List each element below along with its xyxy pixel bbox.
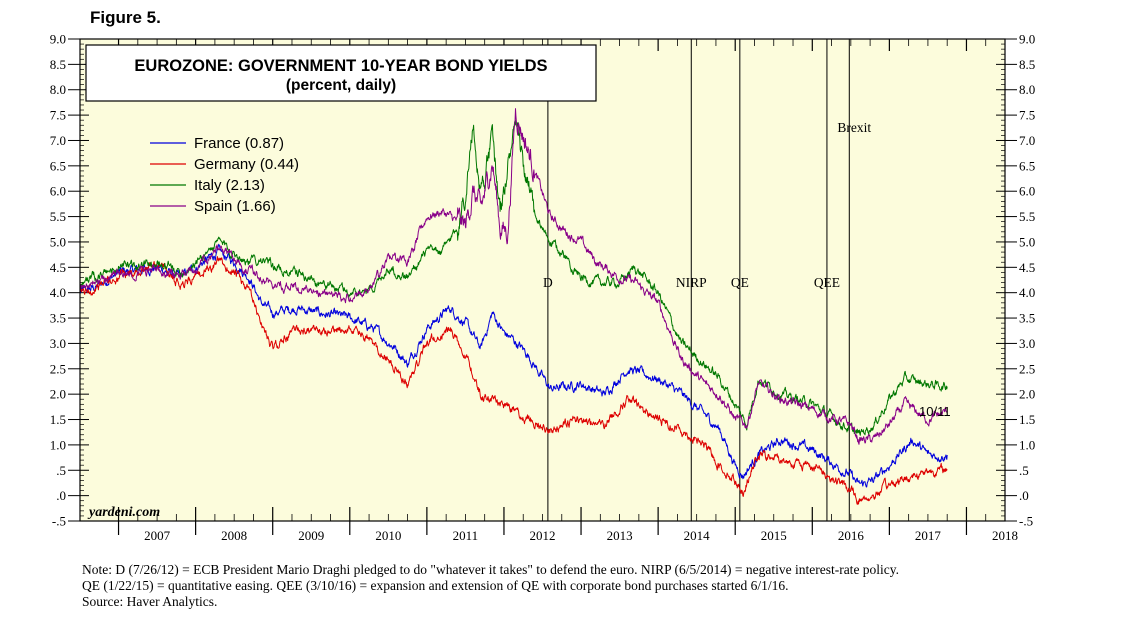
- x-tick-label: 2014: [684, 528, 711, 543]
- x-tick-label: 2018: [992, 528, 1018, 543]
- legend-label-germany: Germany (0.44): [194, 156, 299, 173]
- y-tick-label-right: 7.0: [1019, 133, 1035, 148]
- event-label-d: D: [543, 275, 553, 290]
- y-tick-label-right: 5.5: [1019, 209, 1035, 224]
- event-label-brexit: Brexit: [837, 120, 871, 135]
- y-axis-right: 9.0 8.5 8.0 7.5 7.0 6.5 6.0 5.5 5.0 4.5 4.0 3.5 3.0 2…: [996, 32, 1035, 529]
- y-tick-label-left: 9.0: [50, 32, 66, 47]
- y-tick-label-right: 2.0: [1019, 387, 1035, 402]
- y-tick-label-left: 2.0: [50, 387, 66, 402]
- series-line-italy: [79, 120, 948, 436]
- y-tick-label-left: 2.5: [50, 361, 66, 376]
- y-tick-label-right: 4.0: [1019, 285, 1035, 300]
- y-tick-label-right: 4.5: [1019, 260, 1035, 275]
- legend-label-spain: Spain (1.66): [194, 198, 276, 215]
- y-tick-label-left: 7.0: [50, 133, 66, 148]
- y-tick-label-left: 7.5: [50, 108, 66, 123]
- y-tick-label-left: 6.5: [50, 158, 66, 173]
- plot-area: [80, 39, 1005, 521]
- y-tick-label-right: 1.0: [1019, 437, 1035, 452]
- y-tick-label-right: 9.0: [1019, 32, 1035, 47]
- y-tick-label-left: 8.5: [50, 57, 66, 72]
- y-tick-label-left: 1.0: [50, 437, 66, 452]
- y-tick-label-left: 1.5: [50, 412, 66, 427]
- event-label-qe: QE: [731, 275, 749, 290]
- y-tick-label-left: .5: [56, 463, 66, 478]
- x-tick-label: 2017: [915, 528, 942, 543]
- x-tick-label: 2015: [761, 528, 787, 543]
- y-tick-label-right: 8.0: [1019, 82, 1035, 97]
- series-line-spain: [79, 108, 948, 445]
- event-label-nirp: NIRP: [676, 275, 707, 290]
- y-tick-label-right: 3.0: [1019, 336, 1035, 351]
- title-box-frame: [85, 44, 597, 102]
- footnote: Note: D (7/26/12) = ECB President Mario …: [82, 562, 1082, 610]
- y-tick-label-left: .0: [56, 488, 66, 503]
- y-tick-label-left: 5.5: [50, 209, 66, 224]
- y-tick-label-right: 6.0: [1019, 184, 1035, 199]
- x-tick-label: 2012: [530, 528, 556, 543]
- legend-label-italy: Italy (2.13): [194, 177, 265, 194]
- y-tick-label-right: .5: [1019, 463, 1029, 478]
- footnote-line-2: QE (1/22/15) = quantitative easing. QEE …: [82, 578, 789, 593]
- x-tick-label: 2007: [144, 528, 171, 543]
- x-axis: 2007 2008 2009 2010 2011 2012 2013 2014 2015 2016…: [117, 39, 1018, 543]
- y-tick-label-left: 3.5: [50, 311, 66, 326]
- y-tick-label-right: 1.5: [1019, 412, 1035, 427]
- series-line-germany: [79, 256, 948, 505]
- chart-subtitle: (percent, daily): [286, 77, 396, 94]
- x-tick-label: 2011: [453, 528, 479, 543]
- y-tick-label-left: 4.0: [50, 285, 66, 300]
- series-lines: [79, 108, 948, 505]
- x-tick-label: 2010: [375, 528, 401, 543]
- y-tick-label-right: 3.5: [1019, 311, 1035, 326]
- footnote-line-1: Note: D (7/26/12) = ECB President Mario …: [82, 562, 900, 577]
- legend-label-france: France (0.87): [194, 135, 284, 152]
- series-line-france: [79, 243, 948, 488]
- footnote-line-3: Source: Haver Analytics.: [82, 594, 218, 609]
- y-axis-left: 9.0 8.5 8.0 7.5 7.0 6.5 6.0 5.5 5.0 4.5 4.0 3.5 3.0 2…: [50, 32, 89, 529]
- title-box: EUROZONE: GOVERNMENT 10-YEAR BOND YIELDS…: [85, 44, 597, 102]
- y-tick-label-right: 6.5: [1019, 158, 1035, 173]
- y-tick-label-left: 8.0: [50, 82, 66, 97]
- y-tick-label-left: 5.0: [50, 234, 66, 249]
- y-tick-label-right: 8.5: [1019, 57, 1035, 72]
- y-tick-label-left: -.5: [52, 514, 66, 529]
- y-tick-label-right: 5.0: [1019, 234, 1035, 249]
- x-tick-label: 2009: [298, 528, 324, 543]
- event-label-qee: QEE: [814, 275, 840, 290]
- figure-label: Figure 5.: [90, 8, 161, 27]
- latest-date-label: 10/11: [919, 404, 951, 419]
- plot-border: [79, 38, 1006, 522]
- y-tick-label-left: 4.5: [50, 260, 66, 275]
- y-tick-label-right: 2.5: [1019, 361, 1035, 376]
- chart-title: EUROZONE: GOVERNMENT 10-YEAR BOND YIELDS: [134, 57, 547, 75]
- x-tick-label: 2016: [838, 528, 865, 543]
- watermark: yardeni.com: [87, 505, 160, 520]
- y-tick-label-right: 7.5: [1019, 108, 1035, 123]
- y-tick-label-right: -.5: [1019, 514, 1033, 529]
- y-tick-label-left: 6.0: [50, 184, 66, 199]
- x-tick-label: 2008: [221, 528, 247, 543]
- y-tick-label-right: .0: [1019, 488, 1029, 503]
- legend: France (0.87) Germany (0.44) Italy (2.13) S…: [150, 135, 299, 215]
- y-tick-label-left: 3.0: [50, 336, 66, 351]
- x-tick-label: 2013: [607, 528, 633, 543]
